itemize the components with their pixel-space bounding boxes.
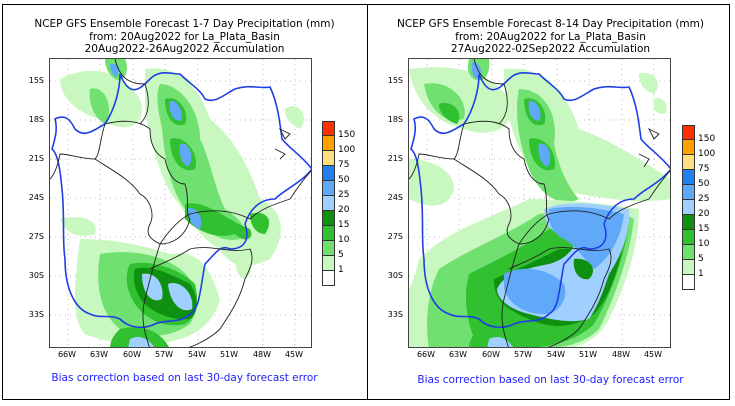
lon-label: 51W [578,350,598,359]
legend-swatch [682,260,695,275]
lat-label: 33S [28,310,44,319]
lon-label: 54W [187,350,207,359]
title-line2: from: 20Aug2022 for La_Plata_Basin [89,30,280,43]
legend-label: 100 [698,149,716,159]
legend-swatch [682,245,695,260]
legend-label: 1 [698,269,704,279]
lon-label: 63W [89,350,109,359]
precip-map-week1 [49,58,312,348]
country-borders [50,59,311,347]
legend-label: 150 [338,130,356,140]
legend-swatch [322,211,335,226]
legend-swatch [322,256,335,271]
lon-label: 57W [154,350,174,359]
legend-label: 10 [338,235,350,245]
lat-label: 30S [28,271,44,280]
lon-label: 66W [416,350,436,359]
panel-week1: NCEP GFS Ensemble Forecast 1-7 Day Preci… [2,4,367,400]
legend-label: 50 [338,175,350,185]
panel-divider [367,4,368,400]
bias-note: Bias correction based on last 30-day for… [417,374,684,386]
legend-swatch [682,125,695,140]
precip-shading [409,59,670,347]
lon-label: 45W [284,350,304,359]
legend-label: 10 [698,239,710,249]
legend-label: 1 [338,265,344,275]
lon-label: 48W [611,350,631,359]
title-line1: NCEP GFS Ensemble Forecast 1-7 Day Preci… [34,18,335,30]
panel-title: NCEP GFS Ensemble Forecast 1-7 Day Preci… [2,18,367,59]
panel-title: NCEP GFS Ensemble Forecast 8-14 Day Prec… [368,18,733,56]
legend-swatch [682,140,695,155]
lat-label: 15S [28,76,44,85]
country-borders [409,59,670,347]
color-legend: 150 100 75 50 25 20 15 10 5 1 [322,121,355,286]
legend-swatch [322,136,335,151]
panel-week2: NCEP GFS Ensemble Forecast 8-14 Day Prec… [368,4,733,400]
lon-label: 60W [481,350,501,359]
lat-label: 30S [387,271,403,280]
legend-label: 20 [698,209,710,219]
legend-swatch [322,121,335,136]
legend-label: 15 [338,220,350,230]
lon-label: 48W [252,350,272,359]
precip-shading [60,59,305,347]
legend-label: 50 [698,179,710,189]
title-line1: NCEP GFS Ensemble Forecast 8-14 Day Prec… [397,18,704,30]
lat-label: 27S [387,232,403,241]
legend-swatch [322,151,335,166]
lon-label: 63W [448,350,468,359]
basin-outline [410,71,670,329]
lon-label: 66W [57,350,77,359]
legend-swatch [682,215,695,230]
map-canvas [409,59,670,347]
legend-label: 25 [338,190,350,200]
legend-label: 100 [338,145,356,155]
legend-swatch [322,166,335,181]
legend-swatch [322,241,335,256]
legend-swatch [682,275,695,290]
title-line3: 20Aug2022-26Aug2022 Accumulation [64,43,305,59]
legend-swatch [682,200,695,215]
lat-label: 27S [28,232,44,241]
legend-swatch [682,155,695,170]
lat-label: 24S [28,193,44,202]
legend-swatch [322,196,335,211]
lon-label: 45W [643,350,663,359]
lat-label: 18S [28,115,44,124]
color-legend: 150 100 75 50 25 20 15 10 5 1 [682,125,715,290]
legend-label: 20 [338,205,350,215]
legend-swatch [322,181,335,196]
map-canvas [50,59,311,347]
legend-label: 5 [338,250,344,260]
lon-label: 54W [546,350,566,359]
lat-label: 21S [387,154,403,163]
lon-label: 57W [513,350,533,359]
lat-label: 24S [387,193,403,202]
legend-swatch [682,230,695,245]
legend-label: 75 [338,160,350,170]
legend-swatch [322,226,335,241]
legend-label: 5 [698,254,704,264]
title-line3: 27Aug2022-02Sep2022 Accumulation [450,43,651,55]
title-line2: from: 20Aug2022 for La_Plata_Basin [455,30,646,43]
bias-note: Bias correction based on last 30-day for… [51,372,318,384]
lat-label: 18S [387,115,403,124]
legend-swatch [322,271,335,286]
legend-label: 15 [698,224,710,234]
legend-label: 25 [698,194,710,204]
lat-label: 21S [28,154,44,163]
lon-label: 51W [219,350,239,359]
lon-label: 60W [122,350,142,359]
legend-swatch [682,185,695,200]
lat-label: 33S [387,310,403,319]
lat-label: 15S [387,76,403,85]
precip-map-week2 [408,58,671,348]
legend-swatch [682,170,695,185]
legend-label: 150 [698,134,716,144]
basin-outline [51,71,311,329]
legend-label: 75 [698,164,710,174]
figure-frame [2,4,730,400]
